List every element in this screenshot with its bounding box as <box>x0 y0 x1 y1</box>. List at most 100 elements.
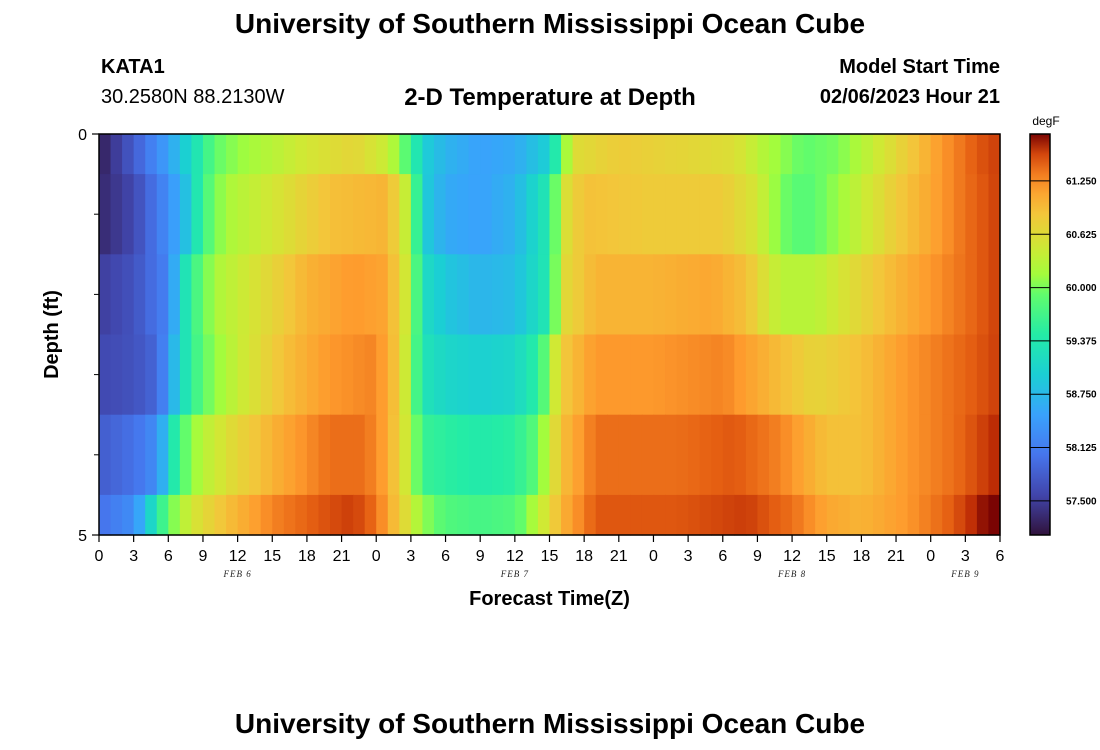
heatmap-cell <box>145 254 158 336</box>
heatmap-cell <box>930 494 943 536</box>
heatmap-cell <box>272 174 285 255</box>
heatmap-cell <box>745 494 759 536</box>
heatmap-cell <box>376 174 389 255</box>
heatmap-cell <box>364 254 377 336</box>
heatmap-cell <box>168 134 181 175</box>
x-tick-label: 15 <box>541 548 559 565</box>
heatmap-cell <box>768 174 782 255</box>
heatmap-cell <box>133 494 146 536</box>
heatmap-cell <box>457 414 470 496</box>
heatmap-cell <box>976 414 990 496</box>
heatmap-cell <box>387 134 400 175</box>
heatmap-cell <box>745 334 759 416</box>
heatmap-cell <box>387 334 400 416</box>
heatmap-cell <box>699 334 712 416</box>
heatmap-cell <box>711 334 724 416</box>
heatmap-cell <box>734 334 747 416</box>
heatmap-cell <box>226 254 239 336</box>
heatmap-cell <box>745 134 759 175</box>
heatmap-cell <box>780 174 793 255</box>
heatmap-cell <box>595 134 608 175</box>
heatmap-cell <box>503 254 516 336</box>
heatmap-cell <box>110 334 123 416</box>
heatmap-cell <box>133 414 146 496</box>
heatmap-cell <box>295 414 308 496</box>
heatmap-cell <box>768 414 782 496</box>
x-tick-label: 3 <box>129 548 138 565</box>
colorbar: 57.500 58.125 58.750 59.375 60.000 60.625 61.2… <box>1029 133 1097 536</box>
y-axis: 05 <box>78 127 99 545</box>
heatmap-cell <box>110 494 123 536</box>
heatmap-cell <box>792 254 805 336</box>
heatmap-cell <box>457 254 470 336</box>
heatmap-cell <box>861 254 874 336</box>
heatmap-cell <box>330 174 343 255</box>
heatmap-cell <box>168 494 181 536</box>
heatmap-cell <box>480 494 493 536</box>
heatmap-cell <box>330 494 343 536</box>
heatmap-cell <box>965 414 978 496</box>
heatmap-cell <box>168 174 181 255</box>
heatmap-cell <box>306 174 320 255</box>
heatmap-cell <box>607 134 620 175</box>
heatmap-cell <box>214 334 227 416</box>
heatmap-cell <box>433 334 447 416</box>
heatmap-cell <box>399 174 412 255</box>
heatmap-cell <box>306 334 320 416</box>
heatmap-cell <box>295 494 308 536</box>
heatmap-cell <box>953 414 966 496</box>
heatmap-cell <box>861 334 874 416</box>
heatmap-cell <box>503 414 516 496</box>
heatmap-cell <box>607 174 620 255</box>
heatmap-cell <box>768 134 782 175</box>
heatmap-cell <box>665 134 678 175</box>
heatmap-cell <box>457 174 470 255</box>
heatmap-cell <box>364 494 377 536</box>
heatmap-cell <box>896 254 909 336</box>
heatmap-cell <box>283 494 296 536</box>
heatmap-cell <box>249 494 262 536</box>
heatmap-cell <box>330 134 343 175</box>
heatmap-cell <box>734 174 747 255</box>
heatmap-cell <box>226 334 239 416</box>
heatmap-cell <box>942 494 955 536</box>
heatmap-cell <box>537 334 551 416</box>
heatmap-cell <box>272 254 285 336</box>
heatmap-cell <box>988 494 1001 536</box>
heatmap-cell <box>630 494 643 536</box>
heatmap-cell <box>468 494 481 536</box>
heatmap-cell <box>99 134 112 175</box>
heatmap-cell <box>387 254 400 336</box>
heatmap-cell <box>341 254 354 336</box>
heatmap-cell <box>353 334 366 416</box>
heatmap-cell <box>930 174 943 255</box>
heatmap-cell <box>965 494 978 536</box>
heatmap-cell <box>399 254 412 336</box>
heatmap-cell <box>145 334 158 416</box>
heatmap-cell <box>179 254 193 336</box>
heatmap-cell <box>295 174 308 255</box>
heatmap-cell <box>226 494 239 536</box>
heatmap-cell <box>976 494 990 536</box>
page-title: University of Southern Mississippi Ocean… <box>234 8 866 39</box>
heatmap-cell <box>607 254 620 336</box>
heatmap-cell <box>330 414 343 496</box>
colorbar-tick-label: 57.500 <box>1066 496 1097 507</box>
heatmap-cell <box>202 414 216 496</box>
heatmap-cell <box>549 174 562 255</box>
heatmap-cell <box>595 414 608 496</box>
heatmap-cell <box>930 334 943 416</box>
heatmap-cell <box>237 494 250 536</box>
station-id: KATA1 <box>101 56 165 78</box>
heatmap-cell <box>607 414 620 496</box>
heatmap-cell <box>491 254 504 336</box>
heatmap-cell <box>99 174 112 255</box>
colorbar-tick-label: 60.625 <box>1066 230 1097 241</box>
heatmap-cell <box>907 174 920 255</box>
heatmap-cell <box>491 134 504 175</box>
heatmap-cell <box>260 414 273 496</box>
heatmap-cell <box>353 414 366 496</box>
x-tick-label: 21 <box>887 548 905 565</box>
heatmap-cell <box>826 494 839 536</box>
heatmap-cell <box>480 414 493 496</box>
